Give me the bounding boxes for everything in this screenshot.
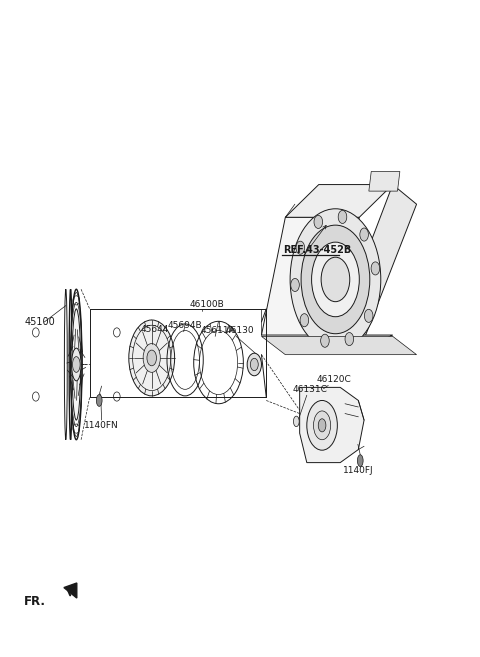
Ellipse shape xyxy=(360,228,369,241)
Ellipse shape xyxy=(345,332,354,346)
Text: 46120C: 46120C xyxy=(316,375,351,384)
Polygon shape xyxy=(262,217,360,335)
Ellipse shape xyxy=(371,262,380,275)
Text: REF.43-452B: REF.43-452B xyxy=(283,245,351,255)
Ellipse shape xyxy=(313,411,331,440)
Ellipse shape xyxy=(307,401,337,450)
Ellipse shape xyxy=(72,357,80,373)
Text: 1140FN: 1140FN xyxy=(84,421,119,430)
Ellipse shape xyxy=(321,257,350,302)
Polygon shape xyxy=(285,185,393,217)
Ellipse shape xyxy=(72,309,81,420)
Text: 45100: 45100 xyxy=(24,317,55,327)
Ellipse shape xyxy=(69,289,72,440)
Ellipse shape xyxy=(358,455,363,466)
Ellipse shape xyxy=(72,348,81,381)
Text: 46130: 46130 xyxy=(226,326,254,335)
Polygon shape xyxy=(369,171,400,191)
Polygon shape xyxy=(336,335,393,351)
Ellipse shape xyxy=(296,241,305,254)
Ellipse shape xyxy=(314,215,323,229)
Ellipse shape xyxy=(96,395,102,406)
Text: 45611A: 45611A xyxy=(201,326,236,335)
Ellipse shape xyxy=(321,334,329,348)
Ellipse shape xyxy=(143,344,160,373)
Text: 45644: 45644 xyxy=(141,325,169,334)
Text: 46131C: 46131C xyxy=(292,385,327,394)
Ellipse shape xyxy=(147,350,156,366)
Polygon shape xyxy=(262,336,417,355)
Polygon shape xyxy=(64,583,77,598)
Ellipse shape xyxy=(300,313,309,327)
Polygon shape xyxy=(336,185,417,351)
Ellipse shape xyxy=(71,289,82,440)
Ellipse shape xyxy=(251,358,258,371)
Ellipse shape xyxy=(247,353,262,376)
Text: 45694B: 45694B xyxy=(168,321,202,330)
Ellipse shape xyxy=(338,210,347,223)
Ellipse shape xyxy=(312,242,360,317)
Ellipse shape xyxy=(290,209,381,350)
Ellipse shape xyxy=(301,225,370,334)
Polygon shape xyxy=(300,388,364,463)
Text: FR.: FR. xyxy=(24,595,46,608)
Ellipse shape xyxy=(364,309,373,323)
Ellipse shape xyxy=(291,279,300,292)
Text: 46100B: 46100B xyxy=(190,300,225,309)
Ellipse shape xyxy=(318,419,326,432)
Ellipse shape xyxy=(129,320,175,396)
Ellipse shape xyxy=(293,416,299,426)
Text: 1140FJ: 1140FJ xyxy=(343,466,373,475)
